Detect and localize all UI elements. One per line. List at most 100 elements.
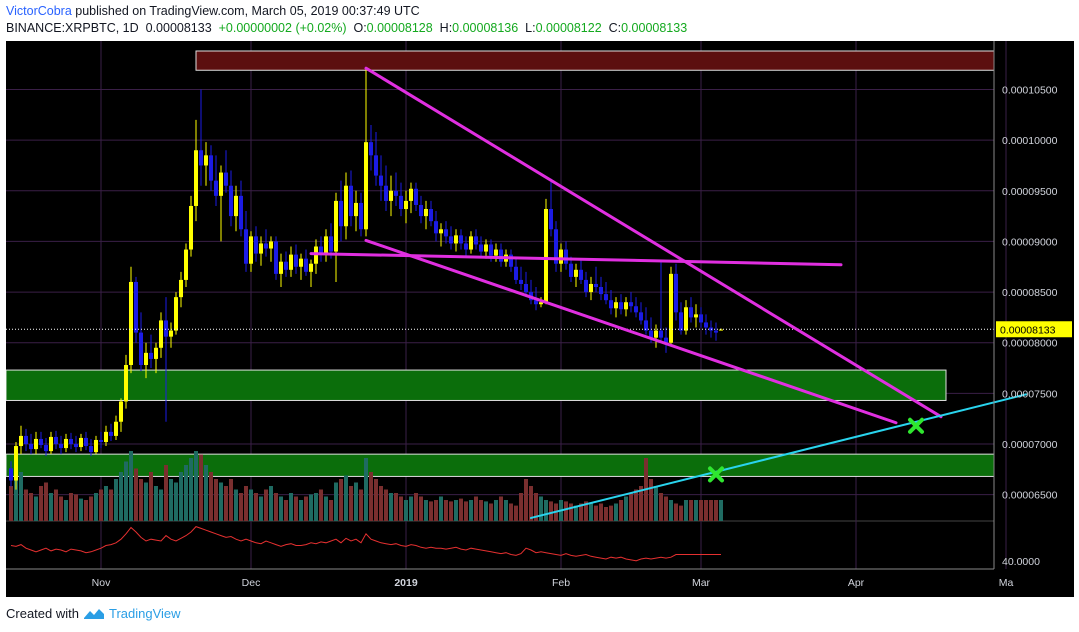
candle-body (389, 190, 393, 201)
candle-body (544, 209, 548, 303)
volume-bar (194, 451, 198, 521)
volume-bar (474, 496, 478, 521)
current-price-tag (996, 321, 1072, 338)
volume-bar (674, 503, 678, 521)
candle-body (269, 241, 273, 249)
volume-bar (269, 486, 273, 521)
volume-bar (129, 451, 133, 521)
volume-bar (714, 500, 718, 521)
last-price: 0.00008133 (145, 21, 212, 35)
candle-body (439, 229, 443, 234)
candle-body (704, 322, 708, 328)
candle-body (654, 330, 658, 338)
candle-body (19, 435, 23, 447)
volume-bar (144, 482, 148, 521)
volume-bar (594, 505, 598, 521)
volume-bar (69, 493, 73, 521)
publish-info: published on TradingView.com, March 05, … (75, 4, 420, 18)
volume-bar (254, 493, 258, 521)
y-tick-label: 0.00006500 (1002, 490, 1058, 502)
candle-body (354, 202, 358, 217)
candle-body (169, 330, 173, 337)
volume-bar (224, 486, 228, 521)
candle-body (379, 175, 383, 186)
volume-bar (29, 493, 33, 521)
volume-bar (584, 501, 588, 521)
candle-body (189, 205, 193, 250)
candle-body (694, 314, 698, 318)
volume-bar (124, 461, 128, 521)
candle-body (519, 279, 523, 284)
trend-lines[interactable] (6, 66, 1027, 519)
volume-bar (544, 500, 548, 521)
volume-bar (279, 496, 283, 521)
y-tick-label: 0.00009500 (1002, 186, 1058, 198)
volume-bar (184, 465, 188, 521)
low-value: 0.00008122 (535, 21, 602, 35)
candle-body (124, 365, 128, 402)
rsi-pane (10, 526, 721, 562)
volume-bar (569, 503, 573, 521)
volume-bar (699, 500, 703, 521)
candle-body (459, 235, 463, 244)
candle-body (359, 202, 363, 230)
candle-body (669, 273, 673, 343)
candle-body (714, 330, 718, 333)
candle-body (399, 195, 403, 210)
volume-bar (109, 489, 113, 521)
volume-bar (719, 500, 723, 521)
tradingview-brand[interactable]: TradingView (108, 606, 181, 621)
candle-body (139, 332, 143, 366)
volume-bar (299, 500, 303, 521)
candle-body (184, 249, 188, 280)
volume-bar (239, 493, 243, 521)
volume-bar (204, 465, 208, 521)
candle-body (349, 185, 353, 217)
author-link[interactable]: VictorCobra (6, 4, 72, 18)
volume-bar (359, 489, 363, 521)
low-label: L: (525, 21, 536, 35)
volume-bar (219, 482, 223, 521)
y-tick-label: 0.00007500 (1002, 388, 1058, 400)
candle-body (494, 249, 498, 256)
volume-bar (344, 475, 348, 521)
volume-bar (629, 493, 633, 521)
candle-body (249, 236, 253, 264)
volume-bar (369, 472, 373, 521)
volume-bar (84, 500, 88, 521)
volume-bar (414, 493, 418, 521)
volume-bar (19, 472, 23, 521)
volume-bar (409, 496, 413, 521)
volume-bar (104, 486, 108, 521)
volume-bar (139, 479, 143, 521)
volume-bar (424, 500, 428, 521)
volume-bar (694, 500, 698, 521)
candle-body (564, 249, 568, 264)
candle-body (419, 204, 423, 217)
candle-body (699, 314, 703, 323)
volume-bar (579, 503, 583, 521)
chart-area[interactable]: 0.00010500 0.00010000 0.00009500 0.00009000… (5, 41, 1074, 597)
volume-bar (324, 496, 328, 521)
candle-body (54, 436, 58, 445)
volume-bar (604, 507, 608, 521)
volume-bar (309, 494, 313, 521)
volume-bar (404, 500, 408, 521)
volume-bar (149, 472, 153, 521)
volume-bar (264, 489, 268, 521)
candle-body (674, 273, 678, 313)
y-tick-label: 0.00009000 (1002, 236, 1058, 248)
candle-body (474, 236, 478, 245)
candle-body (554, 229, 558, 264)
candle-body (659, 330, 663, 338)
volume-bar (34, 496, 38, 521)
x-stroke (708, 466, 724, 483)
volume-bar (9, 486, 13, 521)
volume-bar (444, 500, 448, 521)
x-tick-label: Feb (552, 577, 570, 589)
volume-bar (74, 494, 78, 521)
symbol-name[interactable]: BINANCE:XRPBTC, 1D (6, 21, 139, 35)
candle-body (409, 188, 413, 201)
candle-body (244, 229, 248, 264)
chart-canvas[interactable]: 0.00010500 0.00010000 0.00009500 0.00009000… (5, 41, 1074, 597)
